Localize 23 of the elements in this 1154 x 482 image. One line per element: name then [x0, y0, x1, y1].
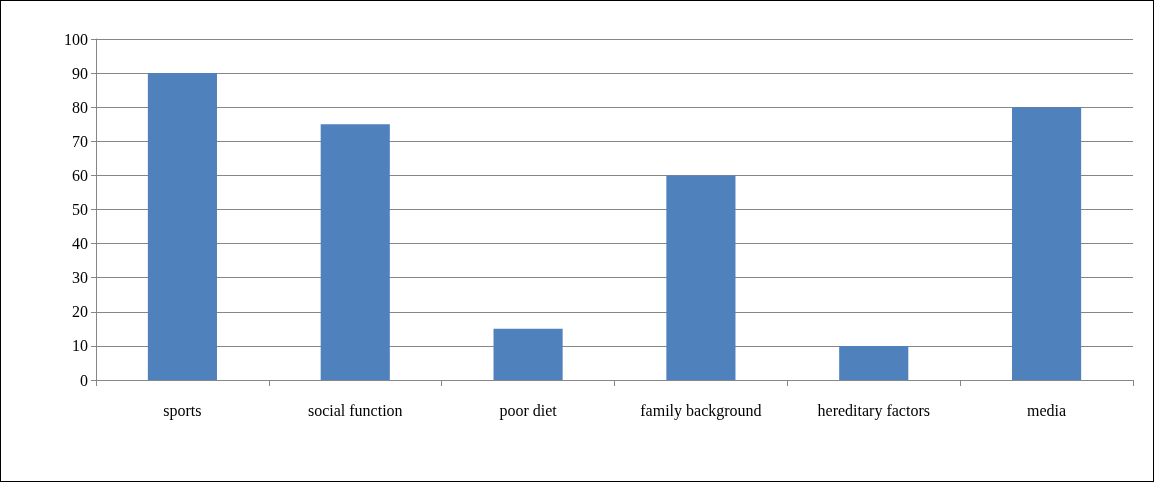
x-tick-label: family background [640, 401, 762, 420]
x-tick-label: poor diet [499, 401, 558, 420]
y-tick-label: 90 [72, 64, 88, 82]
y-tick-label: 70 [72, 132, 88, 150]
bar [1012, 107, 1082, 380]
bar [320, 124, 390, 380]
y-tick-label: 40 [72, 235, 88, 253]
y-tick-label: 20 [72, 303, 88, 321]
x-tick-label: media [1027, 401, 1067, 419]
bar [839, 345, 909, 380]
y-tick-label: 60 [72, 166, 88, 184]
y-tick-label: 100 [64, 30, 88, 48]
x-tick-label: social function [307, 401, 403, 419]
bar [147, 73, 217, 380]
bar [666, 175, 736, 380]
y-tick-label: 0 [80, 371, 88, 389]
x-tick-label: hereditary factors [817, 401, 930, 420]
y-tick-label: 80 [72, 98, 88, 116]
bar [493, 328, 563, 380]
y-tick-label: 30 [72, 269, 88, 287]
y-tick-label: 10 [72, 337, 88, 355]
x-tick-label: sports [163, 401, 202, 420]
y-tick-label: 50 [72, 201, 88, 218]
